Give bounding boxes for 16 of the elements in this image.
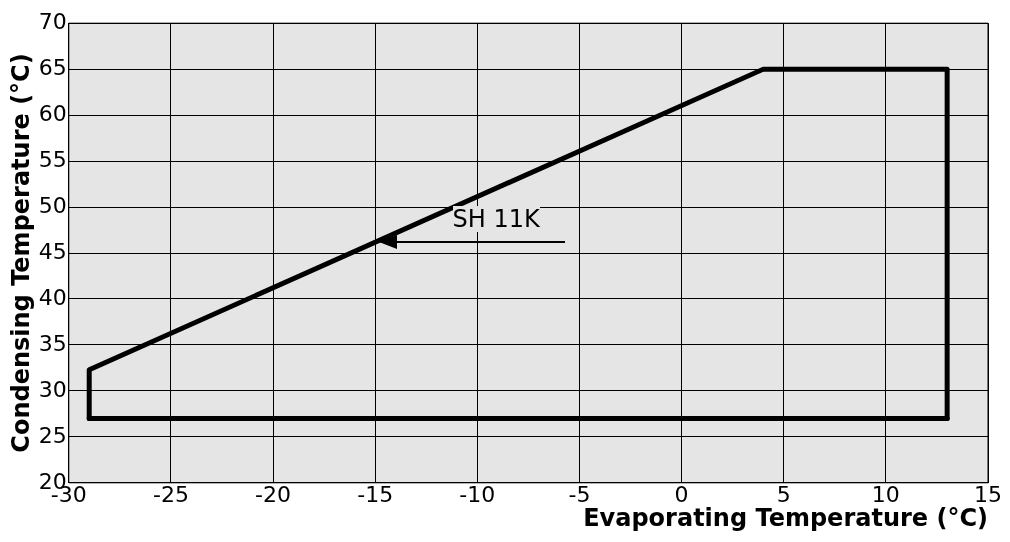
x-tick-label: -25 [152, 481, 189, 507]
y-tick-label: 65 [38, 54, 67, 80]
x-tick-label: -20 [255, 481, 292, 507]
x-tick-label: -10 [459, 481, 496, 507]
y-tick-label: 30 [38, 376, 67, 402]
y-tick-label: 25 [38, 422, 67, 448]
y-tick-label: 50 [38, 192, 67, 218]
y-tick-label: 35 [38, 330, 67, 356]
y-axis-title: Condensing Temperature (°C) [6, 53, 35, 453]
x-tick-label: -15 [357, 481, 394, 507]
y-tick-label: 70 [38, 8, 67, 34]
y-tick-label: 45 [38, 238, 67, 264]
annotation: SH 11K [452, 204, 540, 233]
y-tick-label: 60 [38, 100, 67, 126]
y-tick-label: 55 [38, 146, 67, 172]
y-tick-label: 40 [38, 284, 67, 310]
